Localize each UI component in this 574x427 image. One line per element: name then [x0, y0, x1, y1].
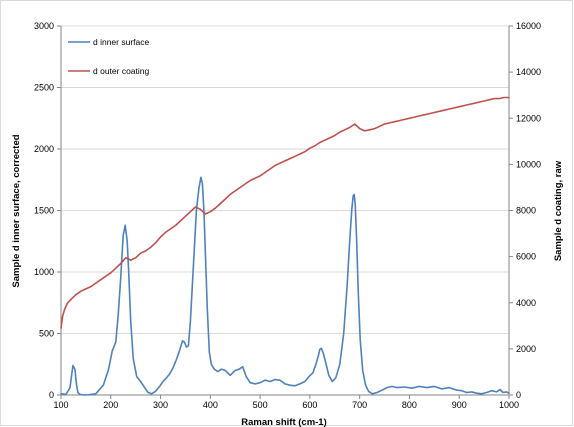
right-y-axis-ticks: 0 2000 4000 6000 8000 10000 12000 14000 16000 — [509, 21, 541, 400]
horizontal-gridlines — [61, 25, 509, 396]
left-y-tick-label: 3000 — [34, 21, 54, 31]
legend-label-outer-coating: d outer coating — [93, 66, 150, 76]
series-line-inner-surface — [60, 176, 510, 396]
right-y-tick-label: 16000 — [516, 21, 541, 31]
right-y-axis-title: Sample d coating, raw — [553, 160, 564, 261]
x-axis-ticks: 100 200 300 400 500 600 700 800 900 1000 — [53, 395, 519, 410]
right-y-tick-label: 12000 — [516, 113, 541, 123]
right-y-tick-label: 0 — [516, 390, 521, 400]
x-tick-label: 100 — [53, 400, 68, 410]
left-y-axis-title: Sample d inner surface, corrected — [11, 134, 22, 287]
right-y-tick-label: 10000 — [516, 159, 541, 169]
x-tick-label: 1000 — [499, 400, 519, 410]
x-axis-title: Raman shift (cm-1) — [241, 417, 327, 427]
chart-legend: d inner surface d outer coating — [68, 37, 150, 76]
left-y-tick-label: 2500 — [34, 83, 54, 93]
x-tick-label: 500 — [253, 400, 268, 410]
x-tick-label: 800 — [402, 400, 417, 410]
right-y-tick-label: 2000 — [516, 344, 536, 354]
left-y-tick-label: 1500 — [34, 206, 54, 216]
right-y-tick-label: 4000 — [516, 298, 536, 308]
right-y-tick-label: 6000 — [516, 252, 536, 262]
left-y-tick-label: 0 — [49, 390, 54, 400]
x-tick-label: 600 — [302, 400, 317, 410]
x-tick-label: 900 — [452, 400, 467, 410]
series-line-outer-coating — [60, 96, 510, 329]
x-tick-label: 300 — [153, 400, 168, 410]
right-y-tick-label: 8000 — [516, 206, 536, 216]
left-y-tick-label: 500 — [39, 329, 54, 339]
x-tick-label: 700 — [352, 400, 367, 410]
left-y-tick-label: 2000 — [34, 144, 54, 154]
legend-label-inner-surface: d inner surface — [93, 37, 149, 47]
x-tick-label: 200 — [103, 400, 118, 410]
data-series — [60, 96, 510, 396]
left-y-tick-label: 1000 — [34, 267, 54, 277]
right-y-tick-label: 14000 — [516, 67, 541, 77]
left-y-axis-ticks: 0 500 1000 1500 2000 2500 3000 — [34, 21, 61, 400]
x-tick-label: 400 — [203, 400, 218, 410]
